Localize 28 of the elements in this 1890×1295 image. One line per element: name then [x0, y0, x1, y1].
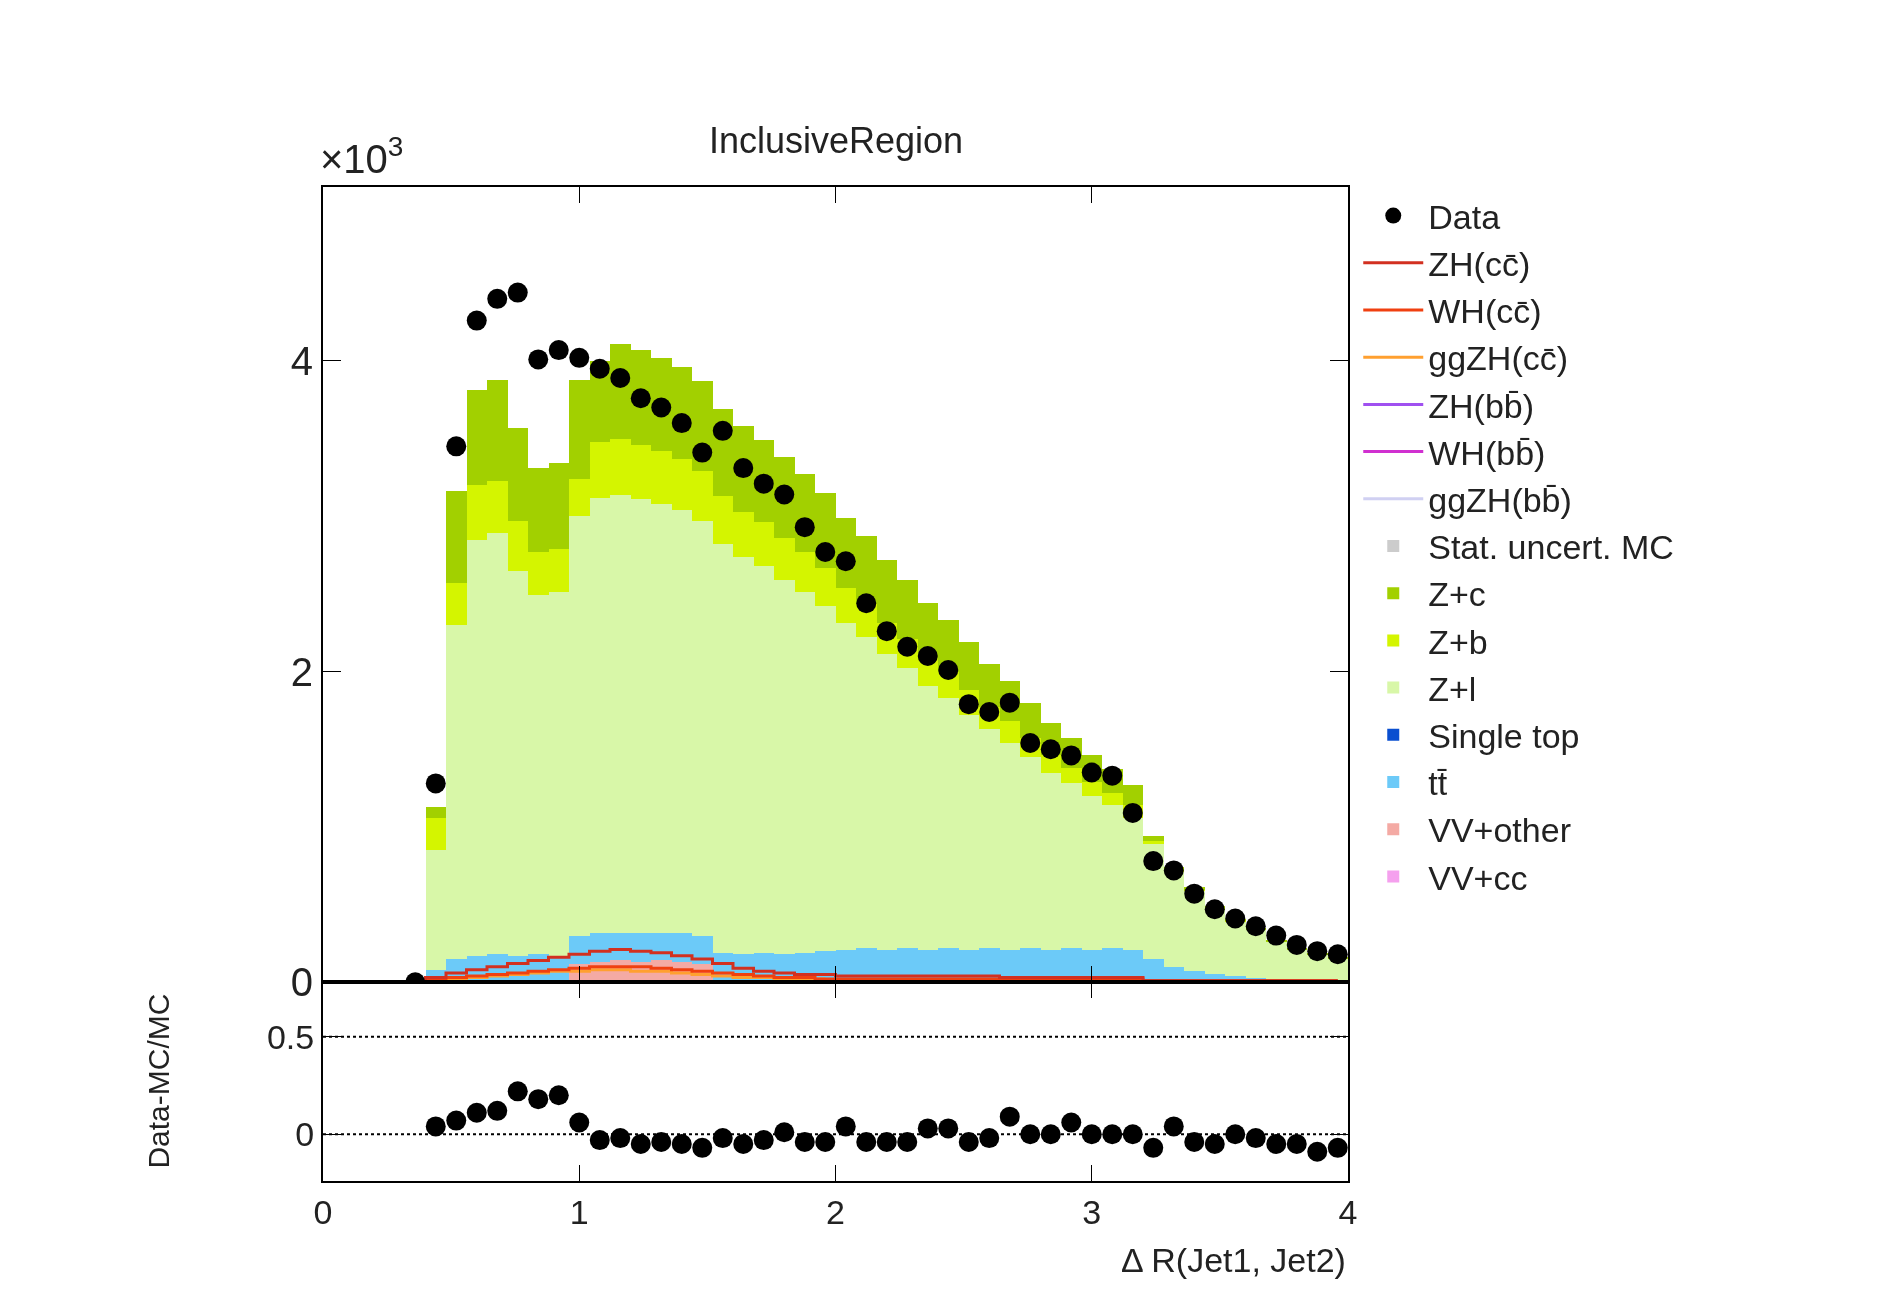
legend-label: Z+l [1428, 669, 1477, 708]
x-tick-label: 2 [826, 1192, 845, 1231]
chart-title: InclusiveRegion [709, 120, 964, 161]
legend-label: Z+b [1428, 622, 1488, 661]
x-axis-title: Δ R(Jet1, Jet2) [1121, 1241, 1346, 1279]
legend-label: Stat. uncert. MC [1428, 528, 1674, 567]
legend-label: ZH(cc̄) [1428, 245, 1531, 284]
legend-label: ZH(bb̄) [1428, 386, 1535, 425]
x-tick-label: 4 [1338, 1192, 1358, 1231]
x-tick-label: 3 [1082, 1192, 1102, 1231]
legend-label: Data [1428, 197, 1501, 236]
legend-label: tt̄ [1428, 764, 1448, 803]
legend-label: WH(bb̄) [1428, 433, 1546, 472]
x-tick-label: 1 [569, 1192, 589, 1231]
legend-label: WH(cc̄) [1428, 292, 1542, 331]
legend-label: ggZH(cc̄) [1428, 339, 1569, 378]
y-tick-label: 0.5 [266, 1017, 315, 1056]
y-tick-label: 4 [290, 338, 313, 383]
legend-label: VV+other [1428, 811, 1571, 850]
y-tick-label: 0 [295, 1115, 315, 1154]
legend-label: VV+cc [1428, 858, 1528, 897]
y-tick-label: 0 [290, 960, 313, 1005]
y-tick-label: 2 [290, 649, 313, 694]
y-axis-title: Data-MC/MC [142, 993, 176, 1169]
text: ×10$^{3}$ [320, 131, 404, 181]
legend-label: Single top [1428, 717, 1580, 756]
legend-label: ggZH(bb̄) [1428, 481, 1572, 520]
legend-label: Z+c [1428, 575, 1486, 614]
